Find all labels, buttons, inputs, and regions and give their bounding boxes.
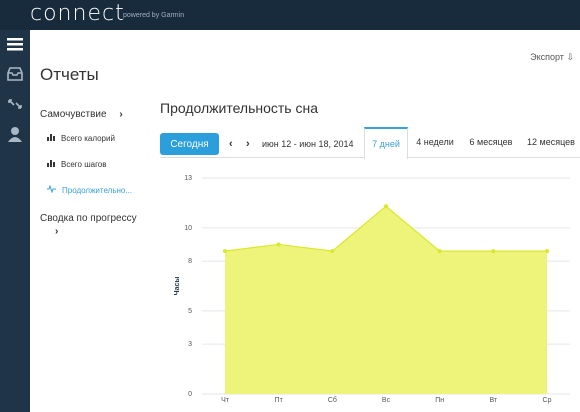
expand-icon[interactable] <box>5 94 25 114</box>
data-point[interactable] <box>437 249 442 254</box>
y-axis-ticks: 0 3 5 8 10 13 <box>184 175 192 398</box>
data-point[interactable] <box>330 249 335 254</box>
data-point[interactable] <box>384 204 388 209</box>
date-range: июн 12 - июн 18, 2014 <box>262 139 354 149</box>
y-tick-label: 5 <box>188 308 192 315</box>
chart-title: Продолжительность сна <box>160 100 318 116</box>
export-label: Экспорт <box>530 52 564 62</box>
x-tick-label: Чт <box>221 397 230 404</box>
sleep-chart: 0 3 5 8 10 13 Часы Чт Пт Сб Вс Пн Вт Ср <box>174 175 570 404</box>
x-tick-label: Пн <box>435 397 444 404</box>
tab-4-weeks[interactable]: 4 недели <box>416 137 454 147</box>
page-title: Отчеты <box>40 65 99 84</box>
data-point[interactable] <box>545 249 549 254</box>
data-point[interactable] <box>223 249 227 254</box>
data-point[interactable] <box>491 249 496 254</box>
x-tick-label: Ср <box>543 397 552 404</box>
nav-item-calories[interactable]: Всего калорий <box>47 133 115 143</box>
tab-12-months[interactable]: 12 месяцев <box>527 137 575 147</box>
top-bar: connect powered by Garmin <box>0 0 580 30</box>
y-axis-label: Часы <box>174 277 181 296</box>
nav-item-label: Продолжительно... <box>62 185 133 195</box>
nav-item-label: Всего калорий <box>61 133 115 143</box>
logo[interactable]: connect <box>30 1 125 26</box>
menu-icon[interactable] <box>5 34 25 54</box>
nav-item-steps[interactable]: Всего шагов <box>47 159 107 169</box>
x-tick-label: Вт <box>490 397 498 404</box>
sidebar-rail <box>0 30 30 412</box>
nav-item-sleep[interactable]: Продолжительно... <box>47 184 133 195</box>
data-point[interactable] <box>276 242 281 247</box>
today-button[interactable]: Сегодня <box>160 133 219 155</box>
x-tick-label: Сб <box>328 396 337 404</box>
powered-by: powered by Garmin <box>123 12 185 19</box>
nav-wellness[interactable]: Самочувствие › <box>40 109 123 120</box>
y-tick-label: 10 <box>184 225 192 232</box>
prev-arrow-icon[interactable]: ‹ <box>229 138 233 150</box>
tab-7-days[interactable]: 7 дней <box>364 127 408 159</box>
nav-progress-label: Сводка по прогрессу <box>40 213 137 224</box>
y-tick-label: 13 <box>184 175 192 182</box>
y-tick-label: 8 <box>188 258 192 265</box>
sleep-area <box>225 206 547 394</box>
bar-chart-icon <box>47 133 55 143</box>
export-button[interactable]: Экспорт ⇩ <box>530 52 574 63</box>
y-tick-label: 3 <box>188 341 192 348</box>
chevron-right-icon: › <box>119 109 123 120</box>
x-tick-label: Вс <box>382 397 391 404</box>
nav-item-label: Всего шагов <box>61 159 107 169</box>
chevron-right-icon: › <box>55 226 59 237</box>
x-tick-label: Пт <box>275 397 284 404</box>
bar-chart-icon <box>47 159 55 169</box>
inbox-icon[interactable] <box>5 64 25 84</box>
sleep-wave-icon <box>47 184 56 195</box>
download-icon: ⇩ <box>566 52 574 62</box>
y-tick-label: 0 <box>188 391 192 398</box>
nav-progress-summary[interactable]: Сводка по прогрессу › <box>40 213 137 237</box>
nav-wellness-label: Самочувствие <box>40 109 107 120</box>
tab-6-months[interactable]: 6 месяцев <box>469 137 513 147</box>
next-arrow-icon[interactable]: › <box>246 138 250 150</box>
user-icon[interactable] <box>5 124 25 144</box>
x-axis-ticks: Чт Пт Сб Вс Пн Вт Ср <box>221 396 552 404</box>
sleep-points <box>223 204 549 254</box>
